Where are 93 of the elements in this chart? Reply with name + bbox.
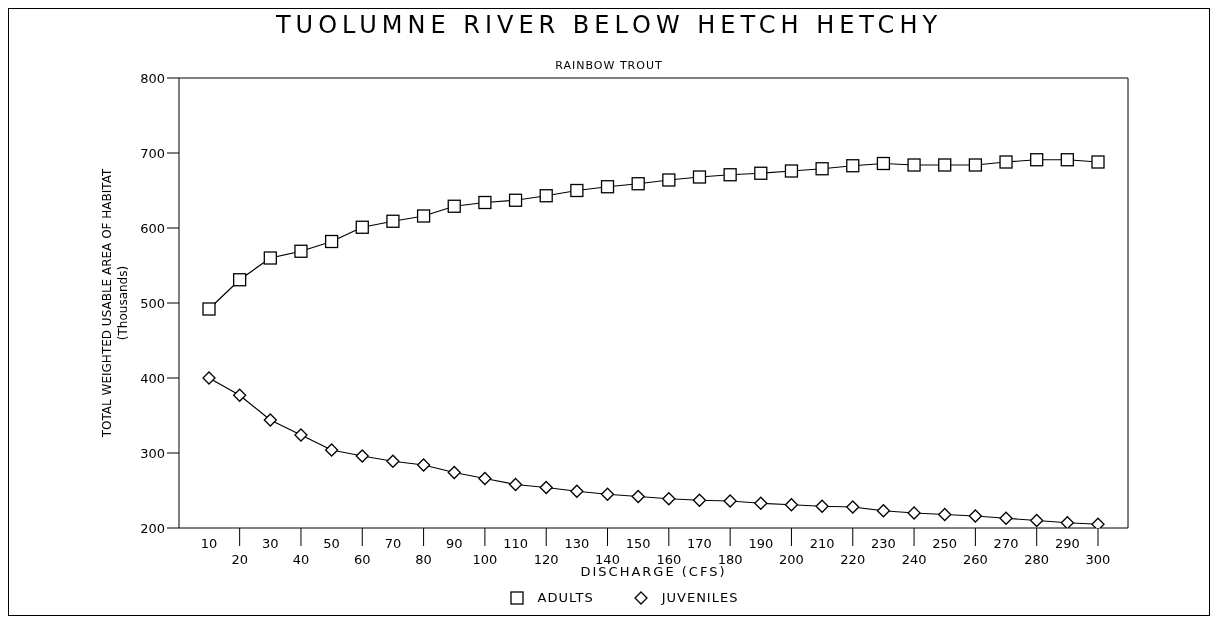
point	[202, 302, 216, 316]
x-tick-label: 240	[901, 552, 927, 567]
point	[938, 158, 952, 172]
x-tick-label: 50	[323, 536, 340, 551]
x-tick-label: 110	[503, 536, 528, 551]
x-tick-label: 250	[932, 536, 958, 551]
point	[1030, 153, 1044, 167]
point	[662, 173, 676, 187]
x-tick-label: 120	[533, 552, 559, 567]
point	[447, 465, 461, 480]
point	[692, 170, 707, 184]
point	[355, 220, 369, 234]
point	[784, 498, 799, 512]
point	[294, 244, 308, 258]
point	[815, 499, 829, 513]
x-tick-label: 300	[1085, 552, 1111, 567]
x-tick-label: 140	[595, 552, 620, 567]
y-axis-title: TOTAL WEIGHTED USABLE AREA OF HABITAT (Thousands)	[100, 168, 130, 439]
point	[999, 511, 1013, 525]
point	[662, 492, 676, 506]
point	[907, 158, 921, 172]
y-tick-label: 200	[140, 520, 165, 536]
x-tick-label: 180	[717, 552, 743, 567]
point	[723, 168, 737, 182]
y-tick-label: 400	[140, 370, 165, 386]
x-tick-label: 60	[354, 552, 371, 567]
point	[233, 388, 247, 402]
y-tick-label: 800	[140, 70, 165, 86]
point	[539, 189, 553, 203]
point	[355, 449, 369, 463]
x-tick-label: 130	[564, 536, 590, 551]
point	[508, 193, 523, 207]
x-tick-label: 30	[262, 536, 279, 551]
x-tick-label: 150	[625, 536, 651, 551]
x-axis-title: DISCHARGE (CFS)	[580, 564, 727, 579]
point	[324, 443, 339, 457]
point	[263, 251, 277, 265]
x-tick-label: 270	[993, 536, 1019, 551]
point	[1060, 516, 1074, 528]
y-tick-label: 500	[140, 295, 165, 311]
point	[754, 166, 768, 180]
chart-title: TUOLUMNE RIVER BELOW HETCH HETCHY	[274, 11, 944, 39]
point	[754, 496, 768, 510]
point	[846, 159, 860, 173]
point	[631, 177, 645, 191]
x-tick-label: 290	[1054, 536, 1080, 551]
point	[846, 500, 860, 514]
point	[876, 504, 891, 518]
chart-subtitle: RAINBOW TROUT	[554, 59, 664, 72]
point	[968, 158, 983, 172]
point	[233, 273, 247, 287]
point	[999, 155, 1013, 169]
point	[815, 162, 829, 176]
point	[416, 209, 431, 223]
point	[416, 458, 431, 472]
point	[539, 480, 553, 495]
point	[447, 199, 461, 213]
point	[478, 195, 492, 210]
x-tick-label: 10	[200, 536, 218, 551]
point	[570, 183, 584, 198]
point	[1091, 155, 1105, 169]
point	[386, 454, 400, 468]
x-tick-label: 100	[472, 552, 498, 567]
x-tick-label: 230	[871, 536, 896, 551]
x-tick-label: 190	[748, 536, 774, 551]
x-tick-label: 210	[809, 536, 835, 551]
point	[570, 484, 584, 498]
x-tick-label: 200	[779, 552, 804, 567]
y-tick-label: 600	[140, 220, 165, 236]
y-tick-label: 300	[140, 445, 165, 461]
point	[263, 413, 277, 427]
x-tick-label: 90	[445, 536, 463, 551]
point	[784, 164, 799, 178]
legend-label: JUVENILES	[661, 590, 739, 605]
x-tick-label: 40	[292, 552, 310, 567]
x-tick-label: 70	[384, 536, 402, 551]
x-tick-label: 260	[962, 552, 988, 567]
point	[478, 471, 492, 486]
point	[1060, 153, 1074, 167]
point	[876, 156, 891, 171]
point	[968, 509, 983, 523]
x-tick-label: 280	[1024, 552, 1050, 567]
x-tick-label: 20	[231, 552, 248, 567]
point	[324, 234, 339, 249]
x-tick-label: 170	[687, 536, 712, 551]
point	[386, 214, 400, 228]
x-tick-label: 80	[415, 552, 432, 567]
x-tick-label: 220	[840, 552, 866, 567]
point	[600, 180, 615, 194]
x-tick-label: 160	[656, 552, 682, 567]
point	[631, 489, 645, 504]
legend-label: ADULTS	[537, 590, 594, 605]
y-tick-label: 700	[140, 145, 165, 161]
